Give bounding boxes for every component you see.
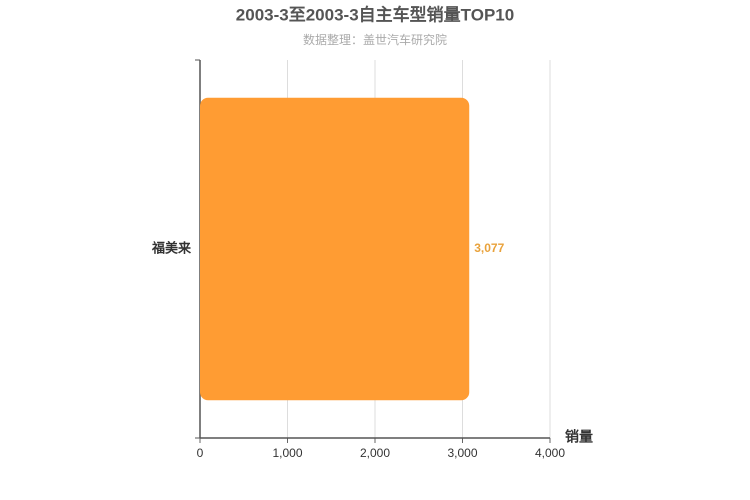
x-tick-label: 4,000 [535,446,565,460]
x-axis-title: 销量 [565,429,593,445]
chart-title: 2003-3至2003-3自主车型销量TOP10 [236,4,514,24]
x-tick-label: 1,000 [272,446,302,460]
bar [200,97,470,401]
y-tick-label: 福美来 [151,240,192,255]
x-tick-label: 0 [197,446,204,460]
x-tick-label: 2,000 [360,446,390,460]
chart-subtitle: 数据整理：盖世汽车研究院 [303,32,447,47]
value-label: 3,077 [474,241,504,255]
x-tick-label: 3,000 [447,446,477,460]
